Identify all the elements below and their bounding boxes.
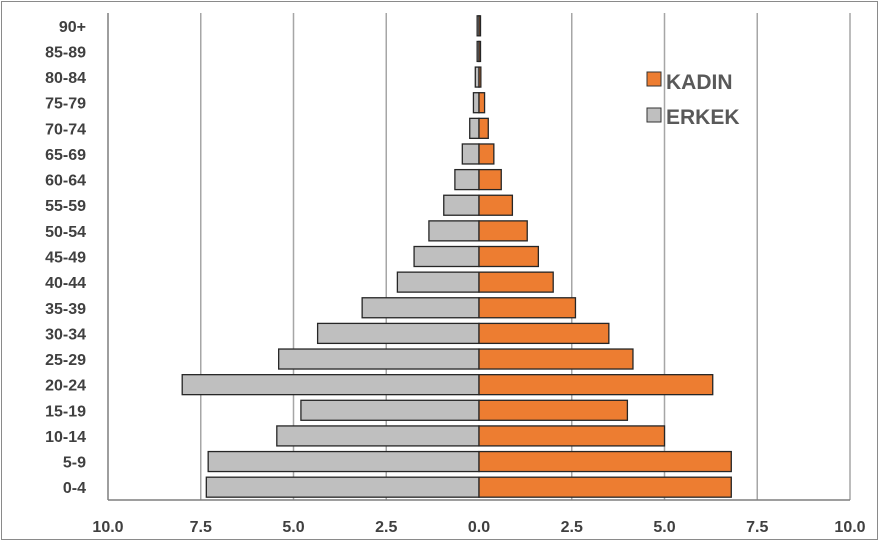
y-tick-label: 10-14 xyxy=(45,429,86,446)
legend-label-erkek: ERKEK xyxy=(666,106,740,129)
y-tick-label: 85-89 xyxy=(45,44,86,61)
x-tick-label: 0.0 xyxy=(468,519,490,536)
bars xyxy=(181,15,732,498)
bar-kadin-45-49 xyxy=(478,245,540,268)
bar-erkek-10-14 xyxy=(276,425,480,447)
x-tick-label: 10.0 xyxy=(834,519,865,536)
y-tick-label: 55-59 xyxy=(45,198,86,215)
y-tick-label: 25-29 xyxy=(45,352,86,369)
x-tick-label: 5.0 xyxy=(653,519,675,536)
bar-kadin-70-74 xyxy=(478,117,489,139)
bar-kadin-80-84 xyxy=(478,66,482,88)
bar-kadin-85-89 xyxy=(478,40,482,63)
y-tick-label: 45-49 xyxy=(45,250,86,267)
y-tick-label: 15-19 xyxy=(45,403,86,420)
y-tick-label: 0-4 xyxy=(63,480,86,497)
legend-swatch-erkek xyxy=(646,107,662,123)
axes xyxy=(107,13,850,501)
legend-label-kadin: KADIN xyxy=(666,71,733,94)
y-tick-label: 60-64 xyxy=(45,173,86,190)
bar-kadin-25-29 xyxy=(478,348,634,370)
bar-kadin-55-59 xyxy=(478,194,514,216)
y-tick-label: 5-9 xyxy=(63,455,86,472)
bar-erkek-60-64 xyxy=(454,168,480,191)
y-tick-label: 80-84 xyxy=(45,70,86,87)
legend-swatch-kadin xyxy=(646,71,662,87)
bar-kadin-15-19 xyxy=(478,399,629,421)
x-tick-label: 10.0 xyxy=(92,519,123,536)
y-tick-label: 30-34 xyxy=(45,326,86,343)
x-tick-label: 5.0 xyxy=(282,519,304,536)
bar-kadin-40-44 xyxy=(478,271,554,293)
bar-kadin-35-39 xyxy=(478,297,577,319)
bar-erkek-0-4 xyxy=(205,476,480,498)
bar-kadin-60-64 xyxy=(478,168,502,191)
y-tick-label: 50-54 xyxy=(45,224,86,241)
bar-erkek-65-69 xyxy=(461,143,480,165)
legend: KADIN ERKEK xyxy=(646,71,740,129)
tick-labels: 10.0 7.5 5.0 2.5 0.0 2.5 5.0 7.5 10.0 0-4 5-9 10-14… xyxy=(45,19,866,536)
bar-kadin-75-79 xyxy=(478,92,486,114)
bar-kadin-5-9 xyxy=(478,450,732,473)
bar-kadin-0-4 xyxy=(478,476,732,498)
bar-kadin-65-69 xyxy=(478,143,495,165)
gridlines xyxy=(200,13,851,500)
bar-kadin-50-54 xyxy=(478,220,528,242)
y-tick-label: 35-39 xyxy=(45,301,86,318)
bar-kadin-90+ xyxy=(478,15,482,37)
bar-kadin-20-24 xyxy=(478,374,714,396)
bar-erkek-45-49 xyxy=(413,245,480,268)
y-tick-label: 70-74 xyxy=(45,121,86,138)
bar-erkek-70-74 xyxy=(469,117,480,139)
bar-erkek-15-19 xyxy=(300,399,480,421)
y-tick-label: 90+ xyxy=(59,19,86,36)
bar-erkek-75-79 xyxy=(472,92,480,114)
y-tick-label: 75-79 xyxy=(45,96,86,113)
bar-erkek-35-39 xyxy=(361,297,480,319)
bar-erkek-55-59 xyxy=(443,194,480,216)
y-tick-label: 40-44 xyxy=(45,275,86,292)
bar-kadin-10-14 xyxy=(478,425,666,447)
bar-erkek-20-24 xyxy=(181,374,480,396)
bar-erkek-30-34 xyxy=(316,322,480,345)
x-tick-label: 2.5 xyxy=(375,519,397,536)
x-tick-label: 7.5 xyxy=(190,519,212,536)
x-tick-label: 2.5 xyxy=(561,519,583,536)
bar-kadin-30-34 xyxy=(478,322,610,345)
bar-erkek-25-29 xyxy=(278,348,480,370)
x-tick-label: 7.5 xyxy=(746,519,768,536)
y-tick-label: 20-24 xyxy=(45,378,86,395)
bar-erkek-40-44 xyxy=(396,271,480,293)
bar-erkek-5-9 xyxy=(207,450,480,473)
y-tick-label: 65-69 xyxy=(45,147,86,164)
bar-erkek-50-54 xyxy=(428,220,480,242)
